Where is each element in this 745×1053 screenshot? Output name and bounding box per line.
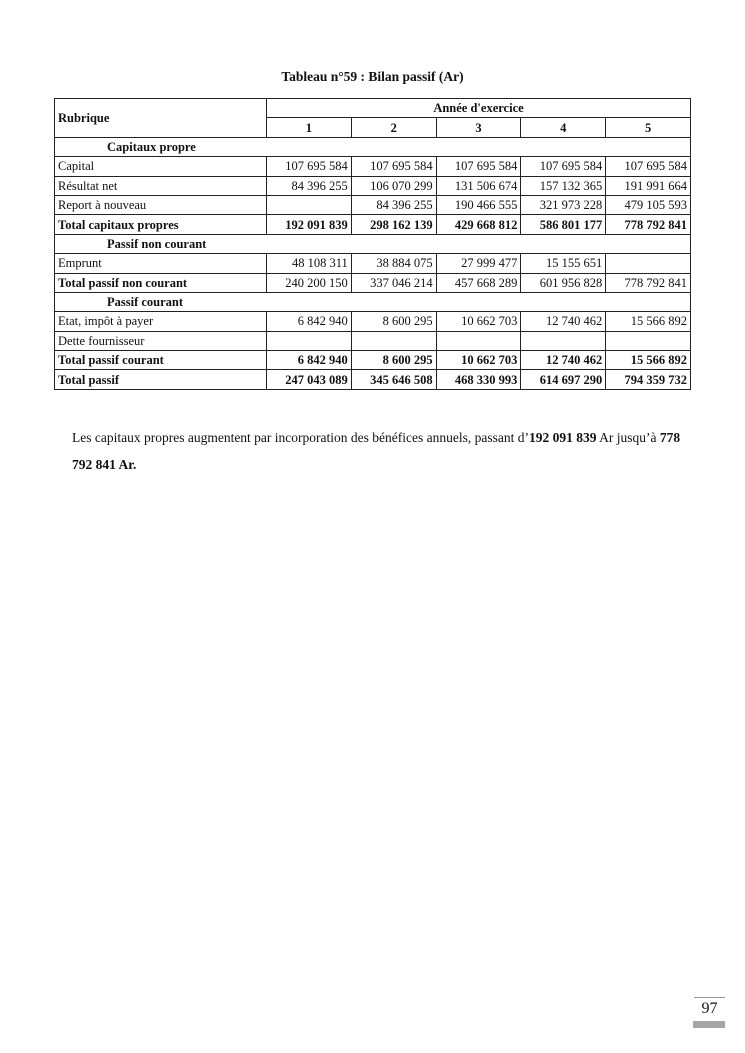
table-row: Etat, impôt à payer 6 842 940 8 600 295 10 …	[54, 311, 691, 332]
value-cell: 247 043 089	[266, 369, 352, 390]
row-label: Emprunt	[54, 253, 267, 274]
value-cell	[435, 330, 522, 352]
value-cell: 337 046 214	[350, 272, 437, 293]
value-cell: 107 695 584	[266, 156, 352, 177]
value-cell: 191 991 664	[605, 175, 691, 196]
row-label: Total passif non courant	[54, 272, 267, 293]
table-row: Report à nouveau 84 396 255 190 466 555 321…	[54, 194, 691, 216]
value-cell: 190 466 555	[435, 194, 522, 216]
header-rubrique: Rubrique	[54, 98, 267, 138]
para-text-2: Ar jusqu’à	[596, 430, 660, 445]
value-cell: 298 162 139	[350, 214, 437, 235]
value-cell: 240 200 150	[266, 272, 352, 293]
value-cell: 106 070 299	[350, 175, 437, 196]
section-row: Passif courant	[54, 291, 691, 313]
value-cell: 10 662 703	[435, 311, 522, 332]
row-label: Résultat net	[54, 175, 267, 196]
header-annee: Année d'exercice	[266, 97, 691, 119]
page-number-bar	[693, 1021, 725, 1028]
value-cell	[605, 330, 691, 352]
value-cell	[266, 194, 352, 216]
value-cell: 6 842 940	[266, 350, 352, 371]
value-cell: 10 662 703	[435, 350, 522, 371]
header-year: 1	[266, 117, 352, 138]
header-year: 2	[350, 117, 437, 138]
para-value-1: 192 091 839	[528, 430, 597, 445]
value-cell: 457 668 289	[435, 272, 522, 293]
table-row: Capital 107 695 584 107 695 584 107 695 584…	[54, 156, 691, 177]
value-cell	[520, 330, 607, 352]
value-cell: 586 801 177	[520, 214, 607, 235]
value-cell: 84 396 255	[350, 194, 437, 216]
value-cell: 107 695 584	[435, 156, 522, 177]
value-cell: 12 740 462	[520, 311, 607, 332]
row-label: Report à nouveau	[54, 194, 267, 216]
value-cell: 38 884 075	[350, 253, 437, 274]
value-cell: 15 155 651	[520, 253, 607, 274]
table-row: Total passif non courant 240 200 150 337 0…	[54, 272, 691, 293]
value-cell: 778 792 841	[605, 214, 691, 235]
para-value-2: 778 792 841 Ar.	[72, 430, 681, 472]
row-label: Total capitaux propres	[54, 214, 267, 235]
table-row: Emprunt 48 108 311 38 884 075 27 999 477 15 …	[54, 253, 691, 274]
section-row: Passif non courant	[54, 233, 691, 255]
value-cell: 429 668 812	[435, 214, 522, 235]
value-cell	[266, 330, 352, 352]
value-cell: 12 740 462	[520, 350, 607, 371]
value-cell: 192 091 839	[266, 214, 352, 235]
value-cell: 84 396 255	[266, 175, 352, 196]
page-number-rule	[694, 997, 725, 998]
value-cell: 107 695 584	[605, 156, 691, 177]
row-label: Capital	[54, 156, 267, 177]
row-label: Dette fournisseur	[54, 330, 267, 352]
value-cell: 157 132 365	[520, 175, 607, 196]
row-label: Total passif	[54, 369, 267, 390]
value-cell: 15 566 892	[605, 311, 691, 332]
header-year: 4	[520, 117, 607, 138]
section-row: Capitaux propre	[54, 136, 691, 158]
table-row: Résultat net 84 396 255 106 070 299 131 506…	[54, 175, 691, 196]
value-cell	[350, 330, 437, 352]
value-cell: 15 566 892	[605, 350, 691, 371]
value-cell: 794 359 732	[605, 369, 691, 390]
para-text-1: Les capitaux propres augmentent par inco…	[72, 430, 529, 445]
value-cell: 321 973 228	[520, 194, 607, 216]
table-row: Total passif courant 6 842 940 8 600 295 10…	[54, 350, 691, 371]
value-cell: 6 842 940	[266, 311, 352, 332]
value-cell: 8 600 295	[350, 311, 437, 332]
value-cell: 601 956 828	[520, 272, 607, 293]
value-cell: 345 646 508	[350, 369, 437, 390]
table-title: Tableau n°59 : Bilan passif (Ar)	[281, 69, 464, 84]
header-year: 5	[605, 117, 691, 138]
value-cell: 614 697 290	[520, 369, 607, 390]
value-cell: 468 330 993	[435, 369, 522, 390]
section-label: Passif courant	[54, 291, 691, 313]
row-label: Total passif courant	[54, 350, 267, 371]
table-row: Dette fournisseur	[54, 330, 691, 352]
row-label: Etat, impôt à payer	[54, 311, 267, 332]
section-label: Capitaux propre	[54, 136, 691, 158]
section-label: Passif non courant	[54, 233, 691, 255]
value-cell	[605, 253, 691, 274]
value-cell: 107 695 584	[350, 156, 437, 177]
value-cell: 479 105 593	[605, 194, 691, 216]
header-year: 3	[435, 117, 522, 138]
page-number: 97	[701, 1000, 718, 1017]
value-cell: 8 600 295	[350, 350, 437, 371]
value-cell: 107 695 584	[520, 156, 607, 177]
value-cell: 48 108 311	[266, 253, 352, 274]
commentary-paragraph: Les capitaux propres augmentent par inco…	[72, 424, 702, 478]
value-cell: 27 999 477	[435, 253, 522, 274]
table-row: Total capitaux propres 192 091 839 298 162…	[54, 214, 691, 235]
table-row: Total passif 247 043 089 345 646 508 468 33…	[54, 369, 691, 390]
value-cell: 131 506 674	[435, 175, 522, 196]
value-cell: 778 792 841	[605, 272, 691, 293]
